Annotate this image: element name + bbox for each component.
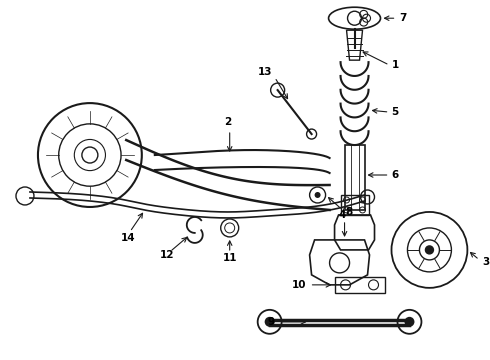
Circle shape [265, 317, 274, 327]
Text: 10: 10 [292, 280, 307, 290]
Circle shape [404, 317, 415, 327]
Circle shape [425, 246, 434, 254]
Text: 11: 11 [222, 253, 237, 263]
Bar [344, 145, 365, 210]
Circle shape [315, 192, 320, 198]
Text: 1: 1 [392, 60, 399, 70]
Text: 13: 13 [258, 67, 272, 77]
Text: 12: 12 [160, 250, 174, 260]
Text: 7: 7 [399, 13, 407, 23]
Text: 14: 14 [121, 233, 135, 243]
Text: 5: 5 [392, 107, 399, 117]
Bar [335, 277, 385, 293]
Text: 6: 6 [392, 170, 399, 180]
Bar [341, 195, 368, 215]
Text: 8: 8 [345, 207, 353, 217]
Text: 3: 3 [482, 257, 490, 267]
Text: 4: 4 [339, 210, 346, 220]
Text: 9: 9 [268, 317, 274, 327]
Text: 2: 2 [224, 117, 231, 127]
